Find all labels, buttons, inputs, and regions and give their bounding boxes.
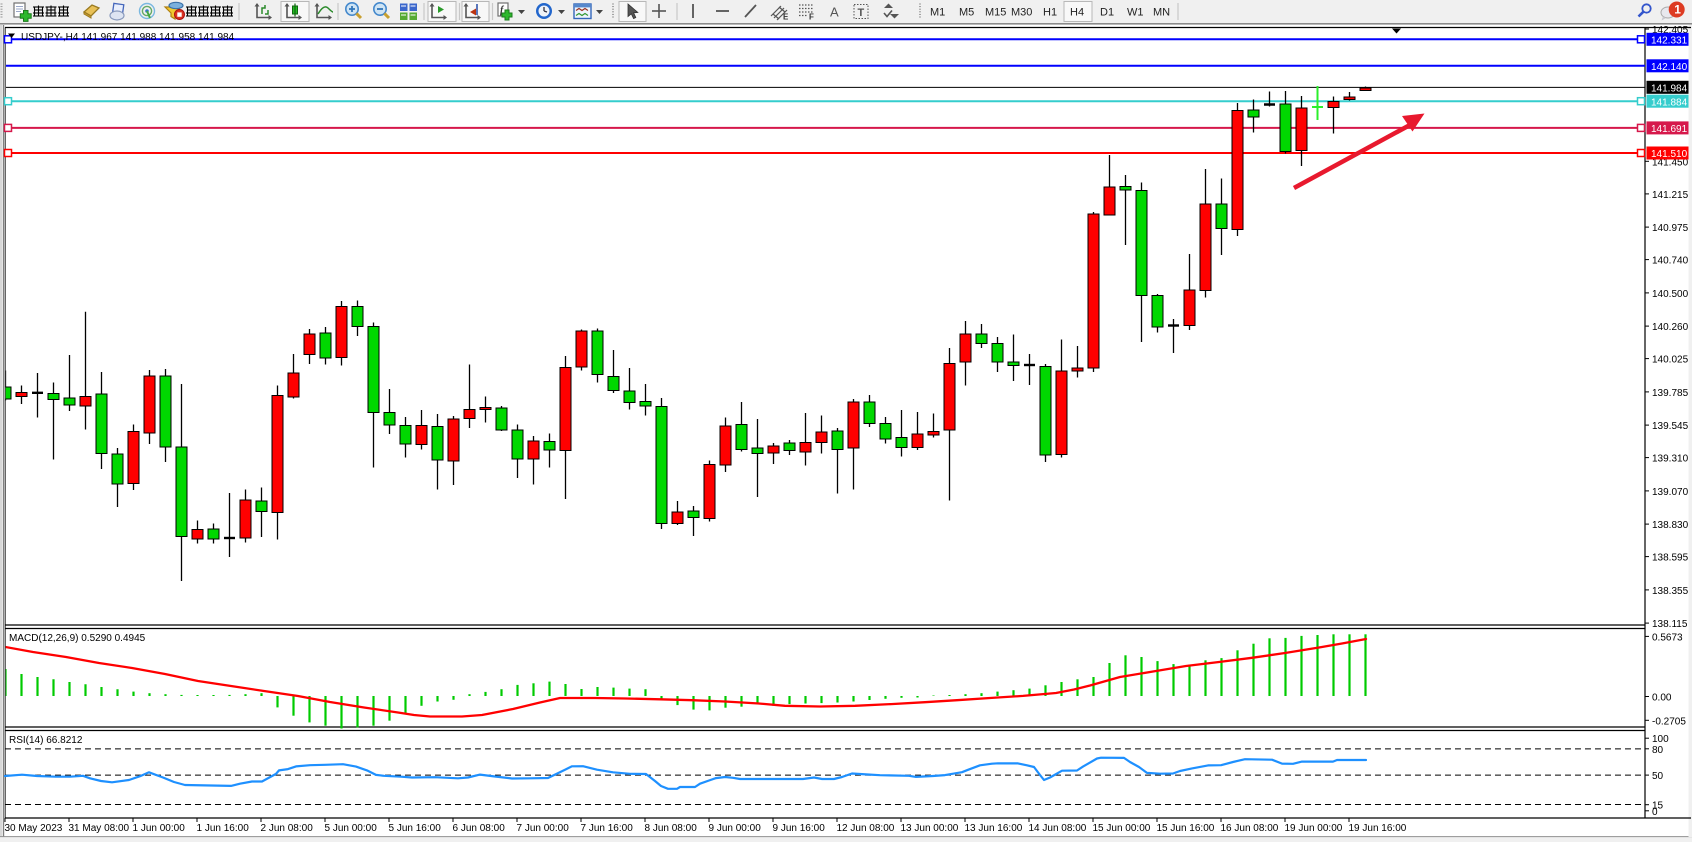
svg-text:138.830: 138.830	[1652, 520, 1689, 531]
svg-text:2 Jun 08:00: 2 Jun 08:00	[261, 823, 314, 834]
svg-text:5 Jun 16:00: 5 Jun 16:00	[389, 823, 442, 834]
svg-text:A: A	[830, 5, 839, 20]
svg-text:9 Jun 16:00: 9 Jun 16:00	[773, 823, 826, 834]
svg-text:139.070: 139.070	[1652, 487, 1689, 498]
svg-text:13 Jun 00:00: 13 Jun 00:00	[901, 823, 959, 834]
svg-text:141.510: 141.510	[1651, 149, 1688, 160]
svg-text:F: F	[809, 13, 814, 22]
svg-text:H1: H1	[1043, 7, 1057, 19]
svg-text:141.884: 141.884	[1651, 97, 1688, 108]
svg-text:138.355: 138.355	[1652, 586, 1689, 597]
svg-text:15 Jun 00:00: 15 Jun 00:00	[1093, 823, 1151, 834]
svg-text:14 Jun 08:00: 14 Jun 08:00	[1029, 823, 1087, 834]
svg-text:M30: M30	[1011, 7, 1032, 19]
svg-text:0.5673: 0.5673	[1652, 632, 1683, 643]
svg-text:31 May 08:00: 31 May 08:00	[69, 823, 130, 834]
svg-text:100: 100	[1652, 734, 1669, 745]
svg-text:9 Jun 00:00: 9 Jun 00:00	[709, 823, 762, 834]
svg-text:139.310: 139.310	[1652, 454, 1689, 465]
svg-text:140.975: 140.975	[1652, 223, 1689, 234]
svg-text:16 Jun 08:00: 16 Jun 08:00	[1221, 823, 1279, 834]
svg-text:140.260: 140.260	[1652, 322, 1689, 333]
svg-text:W1: W1	[1127, 7, 1144, 19]
svg-text:8 Jun 08:00: 8 Jun 08:00	[645, 823, 698, 834]
svg-text:19 Jun 16:00: 19 Jun 16:00	[1349, 823, 1407, 834]
svg-text:50: 50	[1652, 771, 1664, 782]
svg-text:7 Jun 16:00: 7 Jun 16:00	[581, 823, 634, 834]
svg-text:E: E	[783, 13, 789, 22]
svg-text:M5: M5	[959, 7, 974, 19]
svg-text:MACD(12,26,9) 0.5290 0.4945: MACD(12,26,9) 0.5290 0.4945	[9, 633, 146, 644]
svg-text:139.545: 139.545	[1652, 421, 1689, 432]
svg-text:H4: H4	[1070, 7, 1084, 19]
svg-text:142.140: 142.140	[1651, 62, 1688, 73]
svg-text:140.500: 140.500	[1652, 289, 1689, 300]
svg-text:D1: D1	[1100, 7, 1114, 19]
svg-text:19 Jun 00:00: 19 Jun 00:00	[1285, 823, 1343, 834]
svg-text:141.450: 141.450	[1652, 157, 1689, 168]
svg-text:1 Jun 00:00: 1 Jun 00:00	[133, 823, 186, 834]
svg-text:140.740: 140.740	[1652, 256, 1689, 267]
svg-text:142.405: 142.405	[1652, 25, 1689, 36]
svg-text:139.785: 139.785	[1652, 388, 1689, 399]
svg-text:1: 1	[1674, 3, 1681, 17]
svg-text:6 Jun 08:00: 6 Jun 08:00	[453, 823, 506, 834]
svg-text:0.00: 0.00	[1652, 693, 1672, 704]
svg-text:15: 15	[1652, 801, 1664, 812]
svg-text:15 Jun 16:00: 15 Jun 16:00	[1157, 823, 1215, 834]
svg-text:M1: M1	[930, 7, 945, 19]
svg-text:12 Jun 08:00: 12 Jun 08:00	[837, 823, 895, 834]
svg-text:7 Jun 00:00: 7 Jun 00:00	[517, 823, 570, 834]
svg-text:30 May 2023: 30 May 2023	[5, 823, 63, 834]
svg-text:142.331: 142.331	[1651, 36, 1688, 47]
svg-text:T: T	[858, 7, 865, 19]
svg-text:13 Jun 16:00: 13 Jun 16:00	[965, 823, 1023, 834]
svg-text:USDJPY-,H4 141.967 141.988 14: USDJPY-,H4 141.967 141.988 141.958 141.9…	[21, 32, 235, 43]
svg-text:141.984: 141.984	[1651, 84, 1688, 95]
svg-text:MN: MN	[1153, 7, 1170, 19]
svg-text:RSI(14) 66.8212: RSI(14) 66.8212	[9, 735, 83, 746]
svg-text:138.595: 138.595	[1652, 553, 1689, 564]
svg-text:1 Jun 16:00: 1 Jun 16:00	[197, 823, 250, 834]
svg-text:-0.2705: -0.2705	[1652, 716, 1686, 727]
svg-text:0: 0	[1652, 807, 1658, 818]
svg-text:80: 80	[1652, 745, 1664, 756]
svg-text:140.025: 140.025	[1652, 355, 1689, 366]
svg-text:138.115: 138.115	[1652, 619, 1688, 630]
svg-text:5 Jun 00:00: 5 Jun 00:00	[325, 823, 378, 834]
svg-text:141.691: 141.691	[1651, 124, 1688, 135]
svg-text:M15: M15	[985, 7, 1006, 19]
svg-text:f: f	[500, 5, 505, 16]
svg-text:141.215: 141.215	[1652, 190, 1689, 201]
